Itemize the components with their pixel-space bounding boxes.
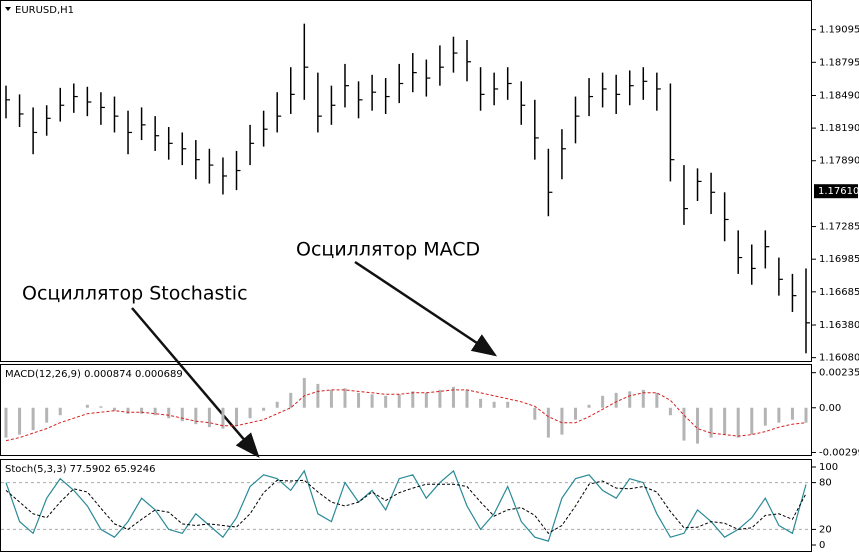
macd-signal-line	[5, 389, 807, 442]
macd-histogram-bar	[587, 404, 591, 408]
y-tick-label: 0.002352	[819, 368, 859, 379]
macd-histogram-bar	[492, 401, 496, 408]
macd-histogram-bar	[235, 407, 239, 426]
macd-histogram-bar	[723, 407, 727, 435]
macd-histogram-bar	[167, 407, 171, 419]
stoch-main-line	[5, 469, 807, 542]
macd-histogram-bar	[370, 394, 374, 408]
y-tick-label: 1.16985	[819, 254, 859, 265]
y-tick-label: 20	[819, 524, 832, 535]
stoch-title: Stoch(5,3,3) 77.5902 65.9246	[5, 464, 156, 475]
macd-histogram-bar	[451, 386, 455, 408]
macd-histogram-bar	[560, 407, 564, 435]
macd-histogram-bar	[112, 407, 116, 411]
macd-histogram-bar	[316, 383, 320, 408]
y-tick-label: 1.18190	[819, 123, 859, 134]
y-tick-label: 1.18490	[819, 90, 859, 101]
y-tick-label: 1.17890	[819, 156, 859, 167]
macd-histogram-bar	[85, 404, 89, 408]
macd-histogram-bar	[207, 407, 211, 428]
macd-histogram-bar	[750, 407, 754, 435]
macd-histogram-bar	[655, 392, 659, 408]
y-tick-label: 0.00	[819, 403, 841, 414]
macd-histogram-bar	[180, 407, 184, 422]
macd-histogram-bar	[682, 407, 686, 441]
macd-histogram-bar	[804, 407, 808, 423]
y-tick-label: 1.16685	[819, 287, 859, 298]
macd-histogram-bar	[302, 377, 306, 408]
macd-histogram-bar	[4, 407, 8, 438]
symbol-title: EURUSD,H1	[15, 5, 74, 16]
y-tick-label: 1.19095	[819, 25, 859, 36]
macd-histogram-bar	[411, 391, 415, 408]
macd-histogram-bar	[99, 406, 103, 408]
macd-histogram-bar	[601, 395, 605, 408]
y-tick-label: 1.16380	[819, 320, 859, 331]
macd-histogram-bar	[573, 407, 577, 420]
macd-histogram-bar	[736, 407, 740, 438]
macd-panel	[0, 364, 812, 456]
macd-histogram-bar	[479, 398, 483, 408]
macd-histogram-bar	[248, 407, 252, 419]
macd-histogram-bar	[221, 407, 225, 429]
macd-histogram-bar	[668, 407, 672, 416]
price-panel	[0, 0, 812, 362]
macd-histogram-bar	[58, 407, 62, 416]
stoch-signal-line	[5, 479, 807, 534]
macd-histogram-bar	[18, 407, 22, 435]
macd-histogram-bar	[194, 407, 198, 425]
macd-histogram-bar	[329, 389, 333, 408]
macd-histogram-bar	[275, 401, 279, 408]
y-tick-label: -0.002996	[819, 447, 859, 458]
macd-histogram-bar	[397, 394, 401, 408]
macd-histogram-bar	[465, 389, 469, 408]
macd-histogram-bar	[696, 407, 700, 444]
macd-histogram-bar	[343, 388, 347, 408]
macd-histogram-bar	[546, 407, 550, 438]
macd-histogram-bar	[628, 391, 632, 408]
annotation-arrow	[354, 260, 498, 357]
macd-histogram-bar	[45, 407, 49, 423]
macd-histogram-bar	[614, 392, 618, 408]
current-price-box	[814, 184, 858, 199]
macd-histogram-bar	[357, 392, 361, 408]
collapse-icon	[5, 7, 11, 11]
macd-title: MACD(12,26,9) 0.000874 0.000689	[5, 369, 183, 380]
y-tick-label: 100	[819, 462, 838, 473]
annotation: Осциллятор MACD	[296, 239, 480, 261]
y-tick-label: 0	[819, 540, 825, 551]
annotation-arrow	[131, 307, 260, 458]
macd-histogram-bar	[31, 407, 35, 431]
macd-histogram-bar	[140, 407, 144, 414]
y-tick-label: 1.18795	[819, 57, 859, 68]
macd-histogram-bar	[289, 392, 293, 408]
macd-histogram-bar	[384, 395, 388, 408]
macd-histogram-bar	[506, 401, 510, 408]
y-tick-label: 80	[819, 478, 832, 489]
macd-histogram-bar	[424, 392, 428, 408]
macd-histogram-bar	[153, 407, 157, 416]
macd-histogram-bar	[262, 407, 266, 411]
macd-histogram-bar	[790, 407, 794, 420]
y-tick-label: 1.16080	[819, 353, 859, 364]
annotation: Осциллятор Stochastic	[22, 283, 248, 305]
macd-histogram-bar	[126, 407, 130, 414]
macd-histogram-bar	[777, 407, 781, 423]
macd-histogram-bar	[709, 407, 713, 438]
macd-histogram-bar	[763, 407, 767, 426]
macd-histogram-bar	[641, 389, 645, 408]
macd-histogram-bar	[438, 389, 442, 408]
y-tick-label: 1.17285	[819, 222, 859, 233]
macd-histogram-bar	[533, 407, 537, 420]
stoch-panel	[0, 459, 812, 552]
current-price-label: 1.17610	[818, 186, 859, 197]
